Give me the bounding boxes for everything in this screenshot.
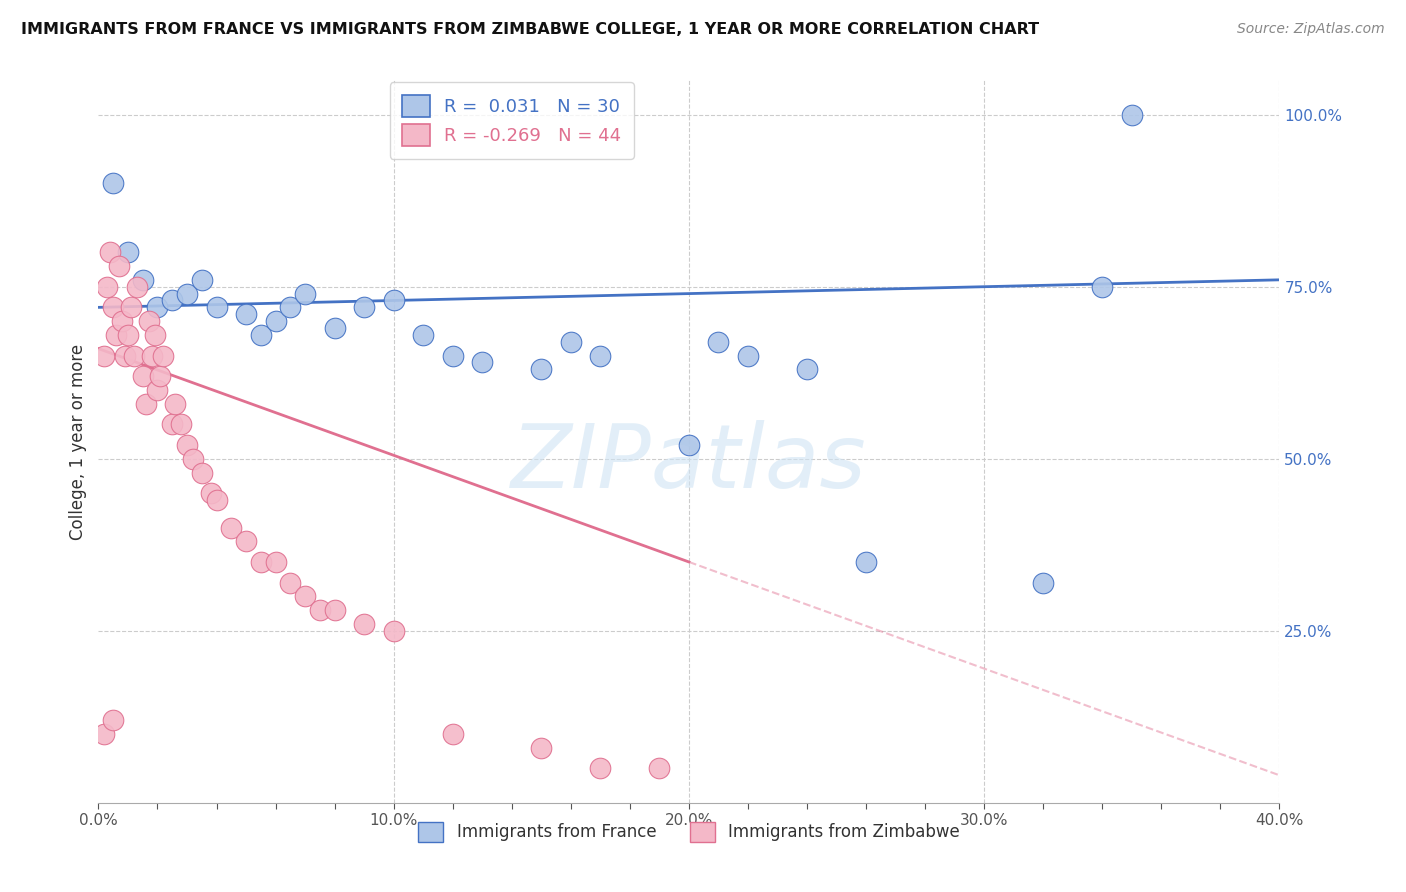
Point xyxy=(382,293,405,308)
Point xyxy=(353,301,375,315)
Point xyxy=(143,327,166,342)
Point xyxy=(111,314,134,328)
Point xyxy=(120,301,142,315)
Text: ZIPatlas: ZIPatlas xyxy=(512,420,866,507)
Legend: Immigrants from France, Immigrants from Zimbabwe: Immigrants from France, Immigrants from … xyxy=(412,815,966,848)
Point xyxy=(412,327,434,342)
Point xyxy=(1091,279,1114,293)
Point xyxy=(117,245,139,260)
Point xyxy=(264,314,287,328)
Point xyxy=(200,486,222,500)
Point xyxy=(323,321,346,335)
Point xyxy=(560,334,582,349)
Text: Source: ZipAtlas.com: Source: ZipAtlas.com xyxy=(1237,22,1385,37)
Point xyxy=(191,466,214,480)
Point xyxy=(181,451,204,466)
Point xyxy=(855,555,877,569)
Point xyxy=(205,301,228,315)
Point xyxy=(149,369,172,384)
Point xyxy=(280,301,302,315)
Point xyxy=(264,555,287,569)
Point xyxy=(1121,108,1143,122)
Point xyxy=(152,349,174,363)
Point xyxy=(678,438,700,452)
Point xyxy=(353,616,375,631)
Point xyxy=(135,397,157,411)
Point xyxy=(589,761,612,775)
Point xyxy=(294,590,316,604)
Point xyxy=(707,334,730,349)
Point xyxy=(170,417,193,432)
Point xyxy=(132,273,155,287)
Point xyxy=(114,349,136,363)
Point xyxy=(191,273,214,287)
Point xyxy=(530,740,553,755)
Point xyxy=(105,327,128,342)
Point xyxy=(280,575,302,590)
Point xyxy=(117,327,139,342)
Point xyxy=(250,555,273,569)
Point xyxy=(93,727,115,741)
Point xyxy=(323,603,346,617)
Point xyxy=(165,397,187,411)
Text: IMMIGRANTS FROM FRANCE VS IMMIGRANTS FROM ZIMBABWE COLLEGE, 1 YEAR OR MORE CORRE: IMMIGRANTS FROM FRANCE VS IMMIGRANTS FRO… xyxy=(21,22,1039,37)
Point xyxy=(250,327,273,342)
Point xyxy=(737,349,759,363)
Point xyxy=(530,362,553,376)
Y-axis label: College, 1 year or more: College, 1 year or more xyxy=(69,343,87,540)
Point xyxy=(382,624,405,638)
Point xyxy=(309,603,332,617)
Point xyxy=(176,438,198,452)
Point xyxy=(162,417,183,432)
Point xyxy=(796,362,818,376)
Point xyxy=(103,713,125,727)
Point xyxy=(141,349,163,363)
Point xyxy=(108,259,131,273)
Point xyxy=(235,534,257,549)
Point xyxy=(93,349,115,363)
Point xyxy=(441,349,464,363)
Point xyxy=(648,761,671,775)
Point xyxy=(122,349,145,363)
Point xyxy=(471,355,494,369)
Point xyxy=(235,307,257,321)
Point xyxy=(162,293,183,308)
Point xyxy=(103,177,125,191)
Point xyxy=(138,314,160,328)
Point xyxy=(1032,575,1054,590)
Point xyxy=(176,286,198,301)
Point xyxy=(589,349,612,363)
Point xyxy=(205,493,228,508)
Point xyxy=(125,279,148,293)
Point xyxy=(103,301,125,315)
Point xyxy=(96,279,118,293)
Point xyxy=(132,369,155,384)
Point xyxy=(146,383,169,397)
Point xyxy=(294,286,316,301)
Point xyxy=(221,520,243,534)
Point xyxy=(441,727,464,741)
Point xyxy=(98,245,121,260)
Point xyxy=(146,301,169,315)
